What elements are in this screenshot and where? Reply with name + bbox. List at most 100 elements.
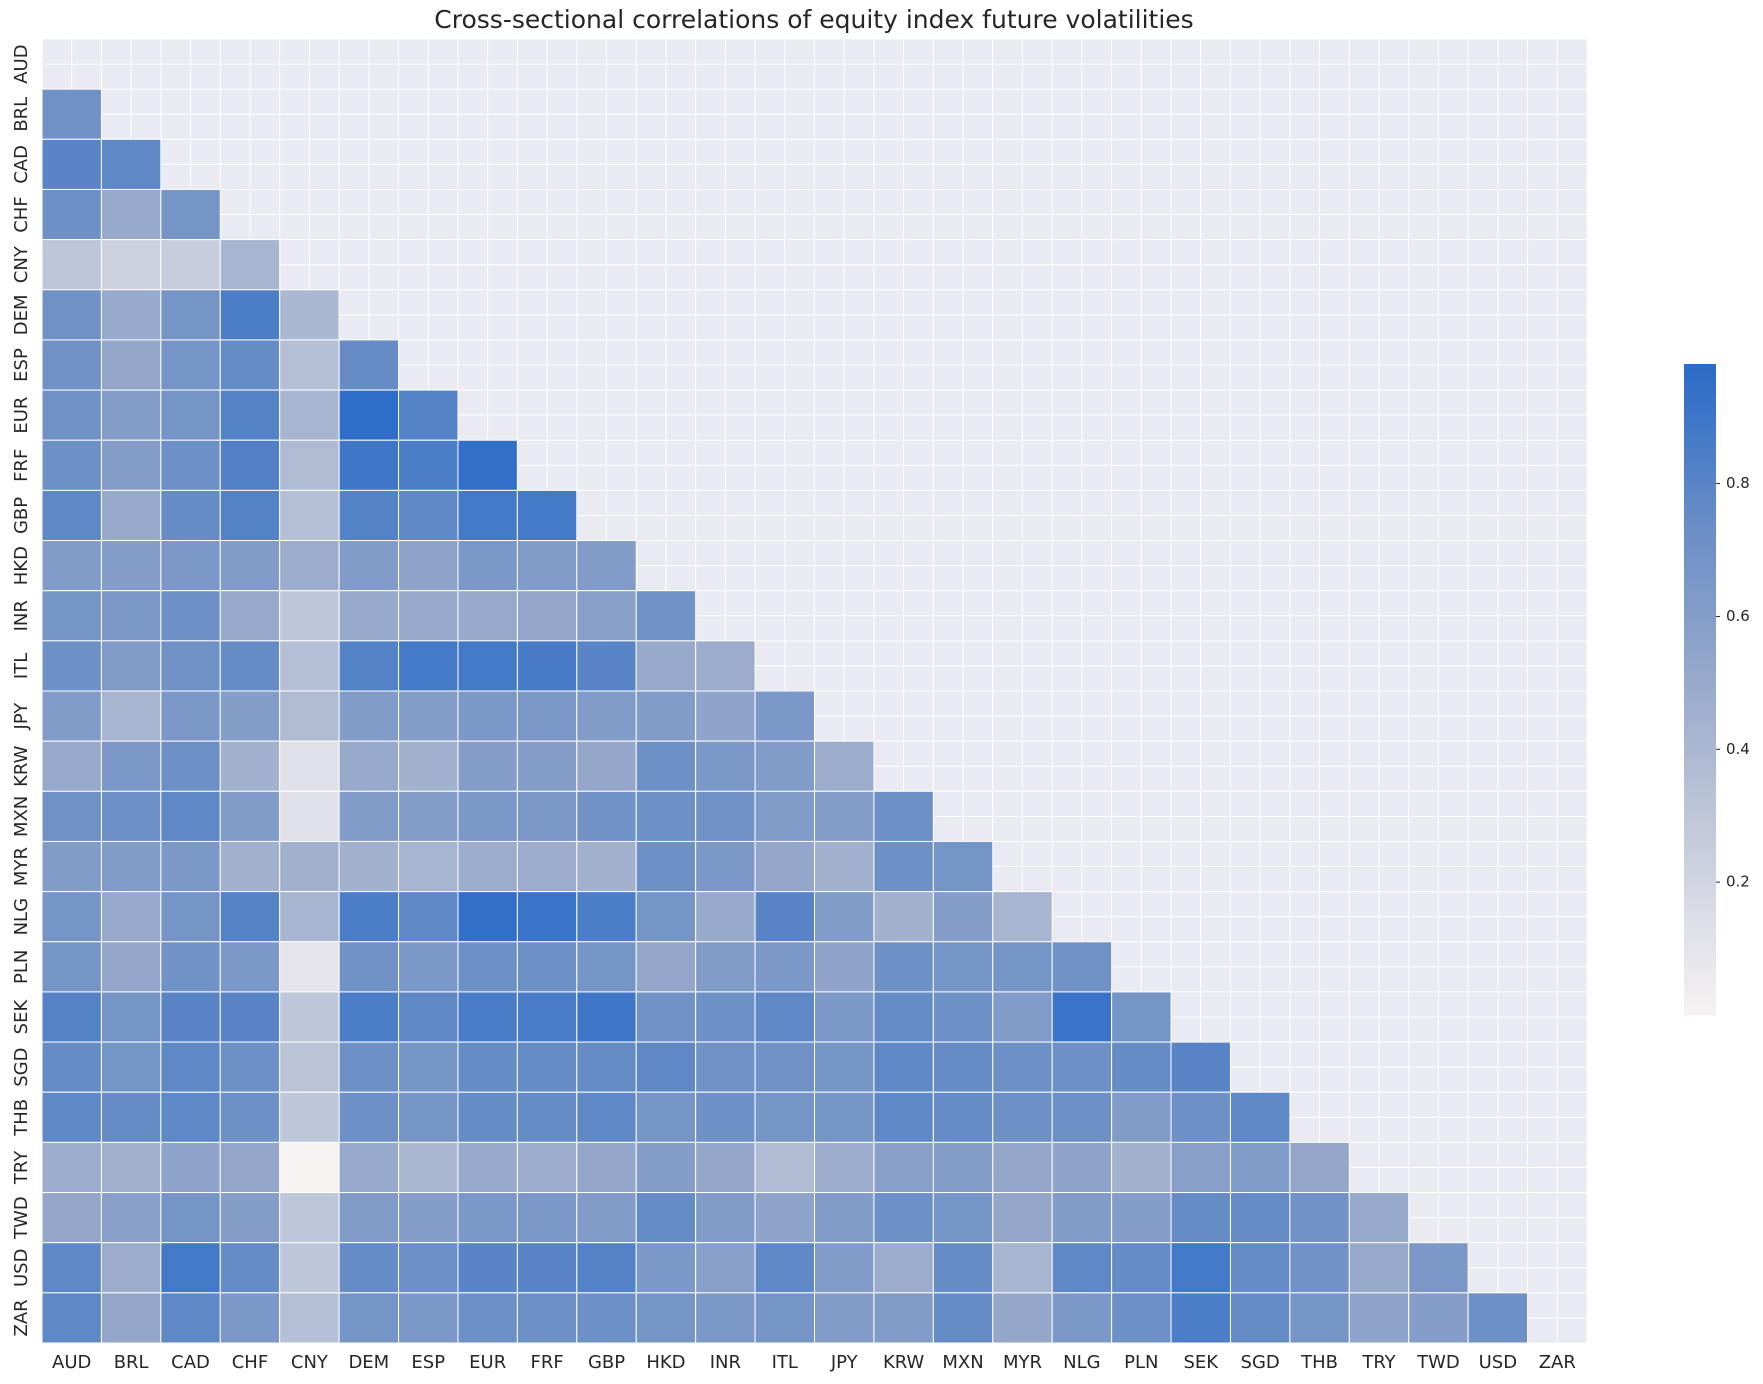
x-tick-label: PLN bbox=[1124, 1352, 1158, 1373]
heatmap-cell bbox=[338, 389, 400, 441]
colorbar-segment bbox=[1684, 901, 1716, 907]
heatmap-cell bbox=[457, 590, 518, 642]
colorbar-segment bbox=[1684, 732, 1716, 739]
heatmap-cell bbox=[398, 1292, 459, 1344]
colorbar-segment bbox=[1684, 439, 1716, 446]
heatmap-cell bbox=[457, 439, 518, 491]
x-tick-label: TRY bbox=[1361, 1352, 1396, 1373]
heatmap-cell bbox=[41, 439, 102, 491]
heatmap-cell bbox=[338, 790, 400, 842]
heatmap-cell bbox=[160, 891, 221, 943]
heatmap-cell bbox=[992, 941, 1053, 993]
heatmap-cell bbox=[516, 1141, 578, 1194]
colorbar-segment bbox=[1684, 581, 1716, 587]
heatmap-cell bbox=[160, 1091, 221, 1143]
colorbar-segment bbox=[1684, 890, 1716, 897]
heatmap-cell bbox=[814, 840, 875, 893]
x-tick-label: CNY bbox=[291, 1352, 329, 1373]
colorbar-segment bbox=[1684, 846, 1716, 853]
colorbar-segment bbox=[1684, 618, 1716, 625]
heatmap-cell bbox=[873, 1242, 934, 1294]
heatmap-cell bbox=[398, 740, 459, 792]
colorbar-segment bbox=[1684, 635, 1716, 642]
heatmap-cell bbox=[457, 891, 518, 943]
heatmap-cell bbox=[279, 540, 340, 592]
colorbar-segment bbox=[1684, 971, 1716, 978]
colorbar-segment bbox=[1684, 537, 1716, 544]
heatmap-cell bbox=[160, 840, 221, 893]
heatmap-cell bbox=[516, 991, 578, 1043]
colorbar-segment bbox=[1684, 461, 1716, 468]
y-tick-label: DEM bbox=[11, 294, 32, 335]
heatmap-cell bbox=[457, 1091, 518, 1143]
heatmap-cell bbox=[160, 1292, 221, 1344]
heatmap-cell bbox=[100, 239, 162, 291]
x-tick-label: AUD bbox=[52, 1352, 91, 1373]
heatmap-cell bbox=[932, 991, 994, 1043]
heatmap-cell bbox=[219, 590, 281, 642]
heatmap-cell bbox=[992, 1242, 1053, 1294]
colorbar-segment bbox=[1684, 781, 1716, 788]
heatmap-cell bbox=[873, 1091, 934, 1143]
heatmap-cell bbox=[695, 1141, 756, 1194]
heatmap-cell bbox=[279, 1292, 340, 1344]
heatmap-cell bbox=[516, 740, 578, 792]
heatmap-cell bbox=[1289, 1192, 1350, 1244]
x-tick-label: NLG bbox=[1063, 1352, 1100, 1373]
heatmap-cell bbox=[160, 389, 221, 441]
heatmap-cell bbox=[1170, 1242, 1231, 1294]
heatmap-cell bbox=[338, 540, 400, 592]
heatmap-cell bbox=[1229, 1141, 1291, 1194]
colorbar-tick-label: 0.4 bbox=[1726, 740, 1750, 758]
heatmap-cell bbox=[338, 640, 400, 692]
heatmap-cell bbox=[516, 840, 578, 893]
colorbar-segment bbox=[1684, 787, 1716, 794]
colorbar-segment bbox=[1684, 434, 1716, 441]
colorbar-segment bbox=[1684, 879, 1716, 886]
heatmap-cell bbox=[160, 790, 221, 842]
heatmap-cell bbox=[814, 891, 875, 943]
heatmap-cell bbox=[814, 1141, 875, 1194]
y-tick-label: MXN bbox=[11, 796, 32, 837]
heatmap-cell bbox=[219, 439, 281, 491]
heatmap-cell bbox=[457, 740, 518, 792]
colorbar-segment bbox=[1684, 559, 1716, 566]
colorbar-segment bbox=[1684, 548, 1716, 555]
heatmap-cell bbox=[1051, 1192, 1113, 1244]
heatmap-cell bbox=[457, 690, 518, 742]
colorbar-segment bbox=[1684, 852, 1716, 859]
heatmap-cell bbox=[219, 389, 281, 441]
colorbar-segment bbox=[1684, 993, 1716, 1000]
heatmap-cell bbox=[814, 1192, 875, 1244]
heatmap-cell bbox=[576, 840, 637, 893]
colorbar-segment bbox=[1684, 477, 1716, 484]
heatmap-cell bbox=[992, 891, 1053, 943]
colorbar-segment bbox=[1684, 841, 1716, 848]
heatmap-cell bbox=[219, 540, 281, 592]
heatmap-cell bbox=[1229, 1091, 1291, 1143]
heatmap-cell bbox=[754, 790, 815, 842]
heatmap-cell bbox=[338, 1292, 400, 1344]
heatmap-cell bbox=[1289, 1292, 1350, 1344]
heatmap-cell bbox=[1170, 1141, 1231, 1194]
heatmap-cell bbox=[873, 1192, 934, 1244]
heatmap-cell bbox=[932, 840, 994, 893]
heatmap-cell bbox=[516, 1192, 578, 1244]
heatmap-cell bbox=[279, 941, 340, 993]
heatmap-cell bbox=[457, 1141, 518, 1194]
heatmap-cell bbox=[754, 690, 815, 742]
heatmap-cell bbox=[100, 489, 162, 542]
heatmap-cell bbox=[576, 991, 637, 1043]
heatmap-cell bbox=[160, 439, 221, 491]
heatmap-cell bbox=[873, 1292, 934, 1344]
colorbar-segment bbox=[1684, 814, 1716, 821]
heatmap-cell bbox=[754, 1292, 815, 1344]
heatmap-cell bbox=[100, 389, 162, 441]
colorbar-segment bbox=[1684, 819, 1716, 826]
heatmap-cell bbox=[338, 740, 400, 792]
colorbar-segment bbox=[1684, 727, 1716, 734]
colorbar-segment bbox=[1684, 743, 1716, 750]
heatmap-cell bbox=[41, 1141, 102, 1194]
colorbar-segment bbox=[1684, 760, 1716, 766]
heatmap-cell bbox=[100, 941, 162, 993]
